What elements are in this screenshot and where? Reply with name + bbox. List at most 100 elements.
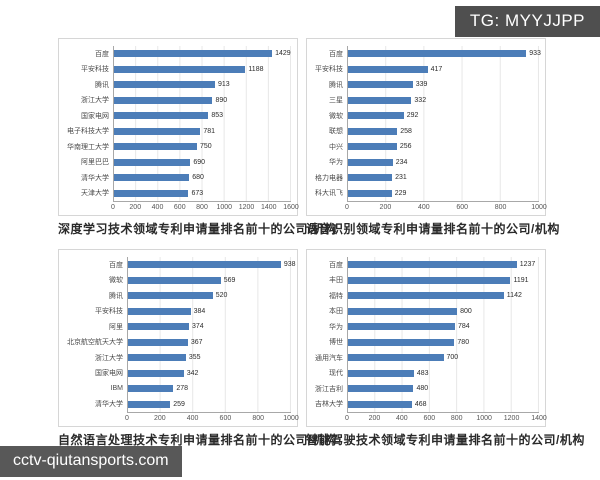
value-label: 1429 [275,50,291,58]
bar [348,174,393,182]
chart-title: 自然语言处理技术专利申请量排名前十的公司/机构 [58,433,337,447]
category-label: 中兴 [329,143,343,151]
bar-track: 342 [127,365,291,381]
x-tick-label: 400 [396,415,408,422]
bar-track: 231 [347,170,539,186]
chart-speech-recognition: 百度 933 平安科技 417 腾讯 339 三星 332 微软 292 联想 258 中兴 256 华为 2… [306,38,559,237]
value-label: 750 [199,143,212,151]
category-label: 通用汽车 [315,354,343,362]
value-label: 933 [529,50,541,58]
category-label: 本田 [329,308,343,316]
bar [128,261,281,269]
x-tick-label: 400 [417,204,430,211]
x-tick-label: 200 [379,204,392,211]
category-label: 百度 [109,261,123,269]
x-tick-label: 200 [368,415,381,422]
bar-row: 腾讯 520 [63,288,291,304]
bar-track: 480 [347,381,539,397]
bar-row: 浙江大学 890 [63,92,291,108]
bar-track: 1429 [113,46,291,62]
bar [114,96,213,104]
bar-row: 腾讯 913 [63,77,291,93]
bar-track: 258 [347,123,539,139]
bar-track: 374 [127,319,291,335]
value-label: 1188 [248,65,264,73]
bar-track: 690 [113,154,291,170]
bar-track: 1188 [113,61,291,77]
x-tick-label: 600 [173,204,186,211]
bar-track: 938 [127,257,296,273]
chart-title: 智能驾驶技术领域专利申请量排名前十的公司/机构 [306,433,585,447]
category-label: 浙江大学 [81,97,109,105]
bar [348,354,444,362]
value-label: 355 [188,354,201,362]
axis-spacer [311,201,347,213]
category-label: 腾讯 [329,81,343,89]
bar [128,354,186,362]
value-label: 784 [457,323,470,331]
category-label: 微软 [329,112,343,120]
category-label: 吉林大学 [315,401,343,409]
bar-track: 913 [113,77,291,93]
value-label: 259 [173,400,185,408]
bar-row: 丰田 1191 [311,272,539,288]
bar-track: 800 [347,303,539,319]
bar-row: 平安科技 417 [311,61,539,77]
category-label: 百度 [95,50,109,58]
bar [114,158,191,166]
x-tick-label: 1600 [283,204,299,211]
category-label: 百度 [329,50,343,58]
telegram-badge: TG: MYYJJPP [454,6,600,37]
category-label: 博世 [329,339,343,347]
value-label: 231 [395,174,407,182]
bar [114,65,246,73]
bar [128,385,174,393]
bar-track: 468 [347,396,539,412]
category-label: 阿里巴巴 [81,159,109,167]
value-label: 384 [193,307,206,315]
category-label: 北京航空航天大学 [67,339,123,347]
bar-row: 平安科技 1188 [63,61,291,77]
bar [114,81,215,89]
bar-track: 278 [127,381,291,397]
bar-row: 平安科技 384 [63,303,291,319]
value-label: 1237 [519,261,536,269]
value-label: 417 [430,65,443,73]
bar-track: 234 [347,154,539,170]
category-label: 联想 [329,128,343,136]
x-tick-label: 1400 [260,204,277,211]
bar-row: 三星 332 [311,92,539,108]
bar-track: 367 [127,334,291,350]
chart-plot-panel: 百度 938 微软 569 腾讯 520 平安科技 384 阿里 374 北京航空航天大学 367 浙江… [58,249,299,427]
bar [128,338,188,346]
bar-row: 百度 933 [311,46,541,62]
x-tick-label: 800 [450,415,463,422]
value-label: 292 [406,112,419,120]
x-tick-label: 600 [456,204,469,211]
x-tick-label: 800 [196,204,208,211]
bar-row: 国家电网 342 [63,365,291,381]
x-tick-label: 400 [151,204,164,211]
category-label: 华为 [329,323,343,331]
bar-track: 332 [347,92,539,108]
x-tick-label: 1200 [503,415,520,422]
axis-track: 0 200 400 600 800 1000 [125,412,299,424]
value-label: 700 [446,354,459,362]
x-tick-label: 400 [186,415,199,422]
bar-track: 853 [113,108,291,124]
bar-row: 天津大学 673 [63,185,291,201]
bar-row: 微软 292 [311,108,539,124]
bar-row: 科大讯飞 229 [311,185,539,201]
bar-track: 520 [127,288,291,304]
bar-track: 229 [347,185,539,201]
x-tick-label: 600 [423,415,436,422]
bar-row: 本田 800 [311,303,539,319]
bar-row: 清华大学 259 [63,396,291,412]
value-label: 853 [211,112,224,120]
x-tick-label: 1000 [531,204,547,211]
category-label: 天津大学 [81,190,109,198]
category-label: 平安科技 [315,66,343,74]
bar-track: 1237 [347,257,539,273]
axis-track: 0 200 400 600 800 1000 1200 1400 1600 [111,201,299,213]
value-label: 480 [416,385,429,393]
